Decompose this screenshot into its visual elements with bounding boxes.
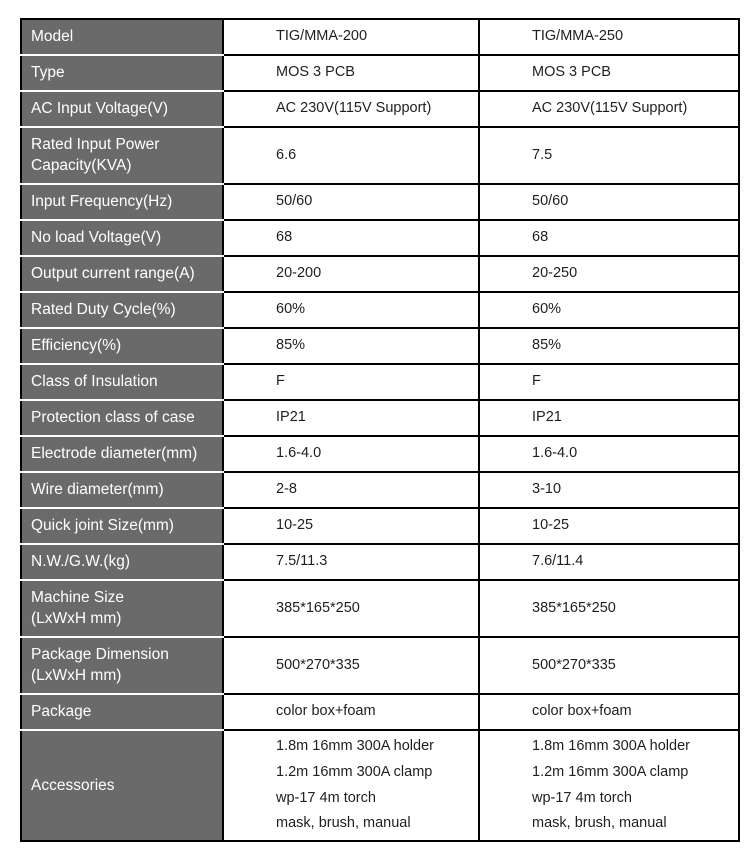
spec-value: 60% (478, 291, 740, 329)
spec-value: 385*165*250 (478, 579, 740, 638)
spec-value: F (222, 363, 480, 401)
table-row-ac-input-voltage: AC Input Voltage(V) AC 230V(115V Support… (20, 90, 740, 128)
spec-value: 1.6-4.0 (478, 435, 740, 473)
spec-value: 68 (222, 219, 480, 257)
table-row-nw-gw: N.W./G.W.(kg) 7.5/11.3 7.6/11.4 (20, 543, 740, 581)
spec-value: IP21 (478, 399, 740, 437)
spec-value: 500*270*335 (222, 636, 480, 695)
spec-value: 20-200 (222, 255, 480, 293)
spec-value: 7.5 (478, 126, 740, 185)
spec-label: Rated Input Power Capacity(KVA) (20, 126, 224, 185)
table-row-input-frequency: Input Frequency(Hz) 50/60 50/60 (20, 183, 740, 221)
spec-value: 7.5/11.3 (222, 543, 480, 581)
spec-label: Package (20, 693, 224, 731)
table-row-rated-input-power: Rated Input Power Capacity(KVA) 6.6 7.5 (20, 126, 740, 185)
spec-label: Machine Size (LxWxH mm) (20, 579, 224, 638)
spec-value: 1.8m 16mm 300A holder 1.2m 16mm 300A cla… (478, 728, 740, 843)
spec-label: Rated Duty Cycle(%) (20, 291, 224, 329)
table-row-quick-joint-size: Quick joint Size(mm) 10-25 10-25 (20, 507, 740, 545)
spec-value: IP21 (222, 399, 480, 437)
spec-value: 7.6/11.4 (478, 543, 740, 581)
spec-value: 1.8m 16mm 300A holder 1.2m 16mm 300A cla… (222, 728, 480, 843)
spec-value: 85% (222, 327, 480, 365)
spec-value: 1.6-4.0 (222, 435, 480, 473)
spec-value: 3-10 (478, 471, 740, 509)
spec-value: 50/60 (478, 183, 740, 221)
spec-label: Type (20, 54, 224, 92)
table-row-electrode-diameter: Electrode diameter(mm) 1.6-4.0 1.6-4.0 (20, 435, 740, 473)
spec-value: 500*270*335 (478, 636, 740, 695)
spec-label: N.W./G.W.(kg) (20, 543, 224, 581)
spec-label: Wire diameter(mm) (20, 471, 224, 509)
spec-value: 50/60 (222, 183, 480, 221)
spec-label: Quick joint Size(mm) (20, 507, 224, 545)
table-row-machine-size: Machine Size (LxWxH mm) 385*165*250 385*… (20, 579, 740, 638)
table-row-protection-class: Protection class of case IP21 IP21 (20, 399, 740, 437)
table-row-output-current-range: Output current range(A) 20-200 20-250 (20, 255, 740, 293)
table-row-rated-duty-cycle: Rated Duty Cycle(%) 60% 60% (20, 291, 740, 329)
spec-value: MOS 3 PCB (222, 54, 480, 92)
spec-value: 2-8 (222, 471, 480, 509)
table-row-efficiency: Efficiency(%) 85% 85% (20, 327, 740, 365)
spec-label: Model (20, 18, 224, 56)
table-row-wire-diameter: Wire diameter(mm) 2-8 3-10 (20, 471, 740, 509)
spec-value: MOS 3 PCB (478, 54, 740, 92)
spec-label: Output current range(A) (20, 255, 224, 293)
spec-value: 6.6 (222, 126, 480, 185)
table-row-accessories: Accessories 1.8m 16mm 300A holder 1.2m 1… (20, 728, 740, 843)
table-row-no-load-voltage: No load Voltage(V) 68 68 (20, 219, 740, 257)
spec-label: Efficiency(%) (20, 327, 224, 365)
spec-value-model-200: TIG/MMA-200 (222, 18, 480, 56)
table-row-type: Type MOS 3 PCB MOS 3 PCB (20, 54, 740, 92)
spec-label: Package Dimension (LxWxH mm) (20, 636, 224, 695)
spec-value: 10-25 (222, 507, 480, 545)
table-row-package-dimension: Package Dimension (LxWxH mm) 500*270*335… (20, 636, 740, 695)
spec-value: AC 230V(115V Support) (222, 90, 480, 128)
spec-value: 385*165*250 (222, 579, 480, 638)
spec-value: 68 (478, 219, 740, 257)
spec-value: 10-25 (478, 507, 740, 545)
table-row-package: Package color box+foam color box+foam (20, 693, 740, 731)
spec-label: Protection class of case (20, 399, 224, 437)
spec-value: color box+foam (222, 693, 480, 731)
spec-value: 85% (478, 327, 740, 365)
spec-value: 60% (222, 291, 480, 329)
spec-value: F (478, 363, 740, 401)
table-row-class-of-insulation: Class of Insulation F F (20, 363, 740, 401)
spec-value: AC 230V(115V Support) (478, 90, 740, 128)
spec-table: Model TIG/MMA-200 TIG/MMA-250 Type MOS 3… (20, 18, 740, 843)
spec-value-model-250: TIG/MMA-250 (478, 18, 740, 56)
spec-label: Accessories (20, 728, 224, 843)
spec-label: No load Voltage(V) (20, 219, 224, 257)
spec-value: color box+foam (478, 693, 740, 731)
spec-label: AC Input Voltage(V) (20, 90, 224, 128)
spec-value: 20-250 (478, 255, 740, 293)
table-row-model: Model TIG/MMA-200 TIG/MMA-250 (20, 18, 740, 56)
spec-label: Class of Insulation (20, 363, 224, 401)
spec-label: Input Frequency(Hz) (20, 183, 224, 221)
spec-label: Electrode diameter(mm) (20, 435, 224, 473)
